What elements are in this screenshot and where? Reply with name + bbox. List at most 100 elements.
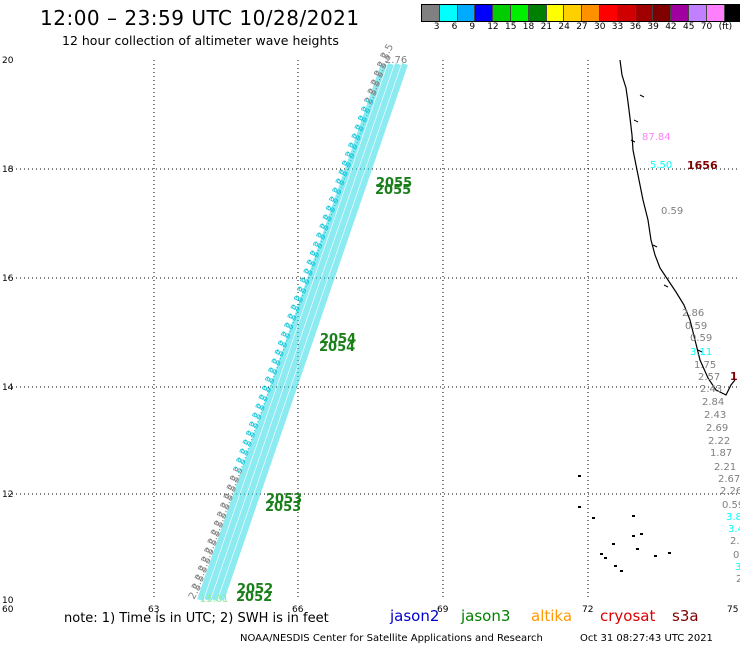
color-legend-label: 3 xyxy=(433,22,440,32)
x-tick-label: 63 xyxy=(148,605,159,615)
island xyxy=(604,557,607,559)
coastline-detail xyxy=(663,284,669,288)
color-swatch xyxy=(653,5,672,21)
satellite-legend-altika: altika xyxy=(531,607,573,625)
island xyxy=(632,535,635,537)
color-swatch xyxy=(493,5,511,21)
color-legend-label: 15 xyxy=(505,22,517,32)
wave-height-value: 15.01 xyxy=(200,594,229,605)
coastline-detail xyxy=(652,244,658,248)
wave-height-value: 0.59 xyxy=(690,333,712,344)
track-band xyxy=(204,63,394,601)
color-swatch xyxy=(706,5,725,21)
color-swatch xyxy=(635,5,654,21)
island xyxy=(600,553,603,555)
color-legend-label: 39 xyxy=(647,22,659,32)
credit-text: NOAA/NESDIS Center for Satellite Applica… xyxy=(240,633,543,644)
color-legend-label: 42 xyxy=(665,22,677,32)
coastline-detail xyxy=(639,94,645,98)
wave-height-value: 2.67 xyxy=(718,474,740,485)
wave-height-value: 2.43 xyxy=(700,384,722,395)
wave-height-value: 1 xyxy=(730,370,738,383)
wave-height-value: 0.59 xyxy=(661,206,683,217)
y-tick-label: 18 xyxy=(2,165,14,175)
pass-time-label: 2055 xyxy=(376,176,412,191)
island xyxy=(614,565,617,567)
island xyxy=(636,548,639,550)
satellite-legend-s3a: s3a xyxy=(672,607,699,625)
coastline-detail xyxy=(633,119,639,123)
color-legend-label: 36 xyxy=(629,22,642,32)
wave-height-value: 2.86 xyxy=(682,308,704,319)
color-swatch xyxy=(671,5,689,21)
color-swatch xyxy=(528,5,547,21)
color-legend-label: (ft) xyxy=(718,22,733,32)
footnote: note: 1) Time is in UTC; 2) SWH is in fe… xyxy=(64,611,329,626)
satellite-track: 2.52.52.52.52.52.52.52.52.52.52.52.52.52… xyxy=(187,42,408,601)
satellite-legend-jason3: jason3 xyxy=(461,607,511,625)
color-swatch xyxy=(422,5,440,21)
pass-time-label: 2055 xyxy=(375,183,411,198)
satellite-legend-cryosat: cryosat xyxy=(600,607,656,625)
y-tick-label: 12 xyxy=(2,490,13,500)
color-legend-label: 33 xyxy=(611,22,624,32)
color-swatch xyxy=(510,5,529,21)
satellite-legend-jason2: jason2 xyxy=(390,607,440,625)
island xyxy=(668,552,671,554)
color-swatch xyxy=(724,5,740,21)
coastline-path xyxy=(619,59,736,396)
wave-height-value: 3.4 xyxy=(728,524,740,535)
x-tick-label: 69 xyxy=(437,605,449,615)
wave-height-value: 2.69 xyxy=(706,423,728,434)
wave-height-value: 1656 xyxy=(687,159,718,172)
pass-time-label: 2054 xyxy=(319,340,355,355)
wave-height-value: 2.21 xyxy=(714,462,736,473)
pass-time-label: 2052 xyxy=(237,582,273,597)
color-legend-label: 6 xyxy=(451,22,458,32)
wave-height-value: 2 xyxy=(736,574,740,585)
track-band xyxy=(197,63,387,601)
pass-time-label: 2053 xyxy=(265,500,301,515)
color-swatch xyxy=(439,5,458,21)
wave-height-value: 3 xyxy=(735,562,740,573)
color-legend-label: 70 xyxy=(700,22,713,32)
map-subtitle: 12 hour collection of altimeter wave hei… xyxy=(62,33,339,48)
y-tick-label: 10 xyxy=(2,596,14,606)
island xyxy=(578,475,581,477)
wave-height-value: 0 xyxy=(733,550,739,561)
pass-time-label: 2054 xyxy=(320,332,356,347)
coastline-detail xyxy=(630,139,636,143)
timestamp-text: Oct 31 08:27:43 UTC 2021 xyxy=(580,633,713,644)
x-tick-label: 72 xyxy=(582,605,593,615)
island xyxy=(620,570,623,572)
coastline-detail xyxy=(697,349,703,353)
y-tick-label: 14 xyxy=(2,383,14,393)
wave-height-value: 5.50 xyxy=(650,160,672,171)
wave-height-value: 0.59 xyxy=(685,321,707,332)
color-legend-label: 12 xyxy=(487,22,499,32)
color-swatch xyxy=(599,5,618,21)
color-swatch xyxy=(688,5,707,21)
wave-height-value: 3.11 xyxy=(690,347,712,358)
wave-height-value: 87.84 xyxy=(642,132,671,143)
color-legend-label: 30 xyxy=(594,22,606,32)
color-legend-label: 24 xyxy=(558,22,570,32)
wave-height-value: 2.57 xyxy=(698,372,720,383)
wave-height-value: 1.87 xyxy=(710,448,732,459)
island xyxy=(592,517,595,519)
wave-height-value: 1.75 xyxy=(694,360,716,371)
color-legend-label: 9 xyxy=(469,22,476,32)
color-swatch xyxy=(457,5,476,21)
wave-height-value: 2.43 xyxy=(704,410,726,421)
color-swatch xyxy=(617,5,636,21)
color-legend-label: 18 xyxy=(522,22,535,32)
y-tick-label: 20 xyxy=(2,56,14,66)
track-band xyxy=(211,63,401,601)
color-legend-label: 27 xyxy=(576,22,588,32)
color-legend xyxy=(421,4,740,22)
wave-height-value: 2.22 xyxy=(708,436,730,447)
color-swatch xyxy=(564,5,583,21)
